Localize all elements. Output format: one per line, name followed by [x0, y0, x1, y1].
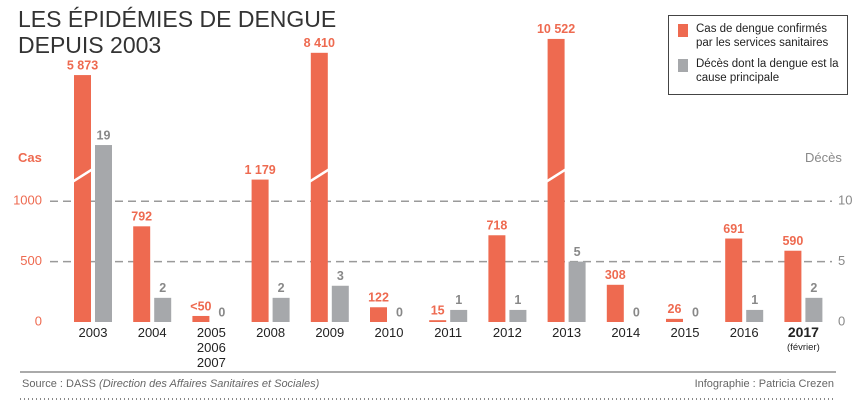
y2-tick-label: 5	[838, 253, 845, 268]
x-tick-label: 2015	[670, 325, 700, 340]
source-detail: (Direction des Affaires Sanitaires et So…	[99, 378, 320, 390]
bar	[606, 284, 624, 322]
value-label: 19	[97, 128, 111, 142]
x-tick-label: 2009	[315, 325, 345, 340]
bar	[133, 226, 151, 322]
axis-break	[309, 168, 329, 183]
value-label: 0	[396, 305, 403, 319]
bar	[429, 320, 447, 322]
bar	[746, 309, 764, 322]
x-tick-label: 2008	[256, 325, 286, 340]
x-tick-label: 2005 2006 2007	[196, 325, 226, 370]
bar	[568, 261, 586, 322]
bar	[74, 75, 91, 322]
x-tick-label: 2016	[729, 325, 759, 340]
value-label: 1	[514, 293, 521, 307]
bar	[251, 179, 269, 322]
value-label: 1	[751, 293, 758, 307]
bar	[192, 315, 210, 322]
bar	[725, 238, 743, 322]
bar	[805, 297, 823, 322]
x-tick-label: 2011	[434, 325, 463, 340]
y-tick-label: 1000	[13, 193, 42, 208]
value-label: 10 522	[537, 22, 575, 36]
source: Source : DASS (Direction des Affaires Sa…	[22, 378, 319, 390]
y2-tick-label: 10	[838, 193, 852, 208]
x-tick-label: 2013	[552, 325, 582, 340]
value-label: 2	[810, 281, 817, 295]
value-label: 691	[723, 222, 744, 236]
bar	[666, 318, 683, 322]
chart-title: DEPUIS 2003	[18, 32, 162, 58]
value-label: 5 873	[67, 58, 98, 72]
bar	[547, 38, 565, 323]
y-tick-label: 0	[35, 313, 42, 328]
x-tick-label: 2014	[611, 325, 641, 340]
value-label: <50	[190, 299, 211, 313]
axis-break	[546, 168, 566, 183]
x-tick-label: 2012	[492, 325, 522, 340]
bar	[95, 145, 112, 322]
value-label: 3	[337, 269, 344, 283]
y-tick-label: 500	[20, 253, 42, 268]
value-label: 1	[455, 293, 462, 307]
bar	[331, 285, 349, 322]
x-tick-label: 2003	[78, 325, 108, 340]
axis-break	[73, 168, 92, 183]
x-tick-label: 2004	[137, 325, 167, 340]
x-tick-note: (février)	[787, 342, 820, 353]
credit: Infographie : Patricia Crezen	[694, 378, 834, 390]
value-label: 718	[486, 219, 507, 233]
bar	[310, 52, 328, 323]
value-label: 15	[431, 303, 445, 317]
chart-title: LES ÉPIDÉMIES DE DENGUE	[18, 6, 337, 32]
value-label: 0	[633, 305, 640, 319]
value-label: 26	[668, 302, 682, 316]
value-label: 2	[278, 281, 285, 295]
value-label: 8 410	[304, 36, 335, 50]
y2-axis-title: Décès	[805, 150, 842, 165]
x-tick-label: 2010	[374, 325, 404, 340]
legend-label: Cas de dengue confirmés par les services…	[696, 23, 829, 49]
y2-tick-label: 0	[838, 313, 845, 328]
bar	[488, 235, 506, 322]
legend-label: Décès dont la dengue est la cause princi…	[696, 58, 839, 84]
value-label: 308	[605, 268, 626, 282]
value-label: 0	[692, 305, 699, 319]
source-text: Source : DASS	[22, 378, 96, 390]
bar	[509, 309, 527, 322]
value-label: 0	[218, 305, 225, 319]
bar	[370, 307, 387, 322]
x-tick-label: 2017	[787, 324, 819, 340]
legend	[668, 15, 848, 95]
value-label: 590	[782, 234, 803, 248]
y-axis-title: Cas	[18, 150, 42, 165]
value-label: 5	[574, 245, 581, 259]
value-label: 2	[159, 281, 166, 295]
bar	[784, 250, 802, 322]
value-label: 1 179	[244, 163, 275, 177]
legend-swatch	[678, 59, 688, 72]
legend-swatch	[678, 24, 688, 37]
bar	[272, 297, 290, 322]
value-label: 122	[368, 291, 389, 305]
value-label: 792	[131, 210, 152, 224]
bar	[450, 309, 468, 322]
bar	[154, 297, 172, 322]
